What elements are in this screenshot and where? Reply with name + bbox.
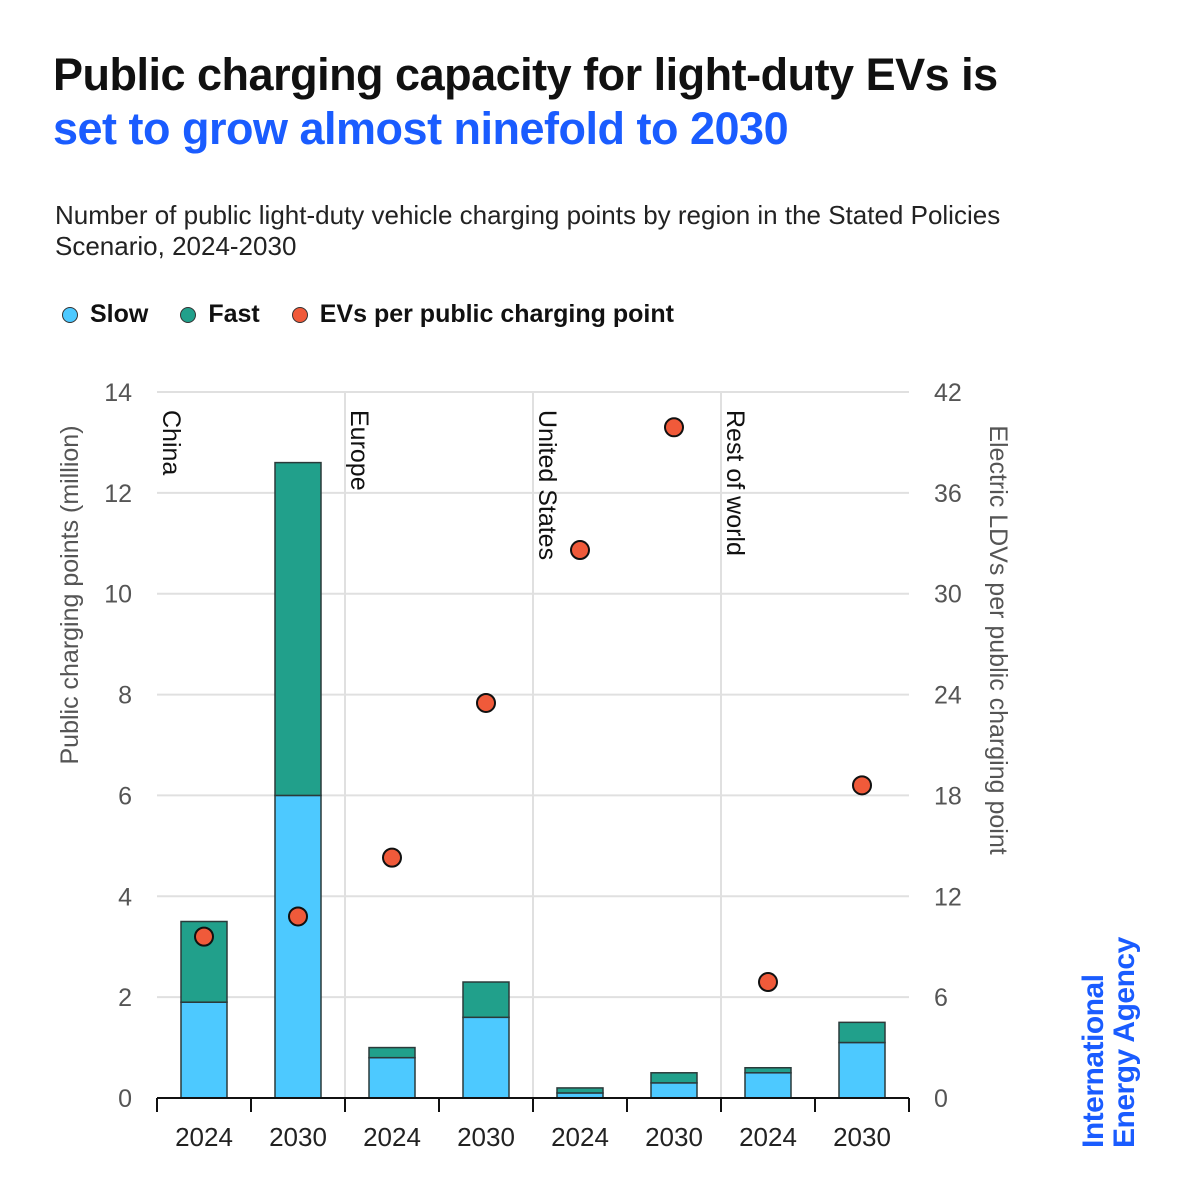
x-tick-label: 2030 [833, 1122, 891, 1152]
bar-fast [838, 1021, 886, 1044]
x-tick-label: 2030 [645, 1122, 703, 1152]
bar-fast [274, 461, 322, 797]
chart-subtitle: Number of public light-duty vehicle char… [55, 200, 1001, 261]
evs-per-charger-point [194, 926, 214, 947]
legend-label: Fast [208, 300, 260, 328]
evs-per-charger-point [382, 847, 402, 868]
bar-fast [462, 981, 510, 1019]
legend-item-slow: Slow [62, 300, 148, 329]
evs-per-charger-point [852, 775, 872, 796]
y2-tick-label: 0 [934, 1085, 948, 1113]
y2-tick-label: 18 [934, 782, 962, 810]
bar-fast [556, 1087, 604, 1094]
y2-tick-label: 12 [934, 883, 962, 911]
y-tick-label: 10 [104, 581, 132, 609]
bar-fast [368, 1046, 416, 1059]
evs-per-charger-point [570, 540, 590, 561]
legend-item-fast: Fast [180, 300, 260, 329]
bar-slow [180, 1001, 228, 1099]
bar-slow [368, 1056, 416, 1099]
bar-slow [274, 794, 322, 1099]
region-label: Rest of world [721, 410, 749, 556]
bar-fast [650, 1072, 698, 1084]
evs-per-charger-point [476, 692, 496, 713]
legend-item-evs: EVs per public charging point [291, 300, 674, 329]
y-tick-label: 14 [104, 379, 132, 407]
y-tick-label: 4 [118, 883, 132, 911]
y-axis-label: Public charging points (million) [56, 425, 84, 764]
x-tick-label: 2024 [363, 1122, 421, 1152]
legend-label: EVs per public charging point [319, 300, 674, 328]
bar-slow [744, 1072, 792, 1099]
title-line-1: Public charging capacity for light-duty … [53, 49, 998, 100]
evs-per-charger-point [288, 906, 308, 927]
bar-fast [744, 1066, 792, 1074]
legend-swatch-slow [62, 306, 78, 323]
legend-swatch-evs [291, 306, 308, 323]
y2-tick-label: 30 [934, 581, 962, 609]
bar-slow [838, 1041, 886, 1099]
y2-tick-label: 42 [934, 379, 962, 407]
title-line-2: set to grow almost ninefold to 2030 [53, 103, 789, 154]
x-tick-label: 2024 [175, 1122, 233, 1152]
bar-slow [650, 1082, 698, 1099]
y2-tick-label: 36 [934, 480, 962, 508]
y2-tick-label: 6 [934, 984, 948, 1012]
evs-per-charger-point [664, 417, 684, 438]
x-tick-label: 2024 [739, 1122, 797, 1152]
y-tick-label: 2 [118, 984, 132, 1012]
legend-label: Slow [90, 300, 149, 328]
evs-per-charger-point [758, 972, 778, 993]
region-label: United States [533, 410, 561, 560]
region-label: China [157, 410, 185, 475]
y-tick-label: 0 [118, 1085, 132, 1113]
bar-slow [462, 1016, 510, 1099]
chart-title: Public charging capacity for light-duty … [53, 48, 998, 156]
iea-logo: International Energy Agency [1077, 937, 1141, 1148]
y2-tick-label: 24 [934, 682, 962, 710]
x-tick-label: 2030 [457, 1122, 515, 1152]
y2-axis-label: Electric LDVs per public charging point [984, 425, 1012, 854]
region-label: Europe [345, 410, 373, 491]
y-tick-label: 6 [118, 782, 132, 810]
x-tick-label: 2030 [269, 1122, 327, 1152]
y-tick-label: 8 [118, 682, 132, 710]
x-tick-label: 2024 [551, 1122, 609, 1152]
legend: Slow Fast EVs per public charging point [62, 300, 674, 329]
legend-swatch-fast [180, 306, 197, 323]
y-tick-label: 12 [104, 480, 132, 508]
